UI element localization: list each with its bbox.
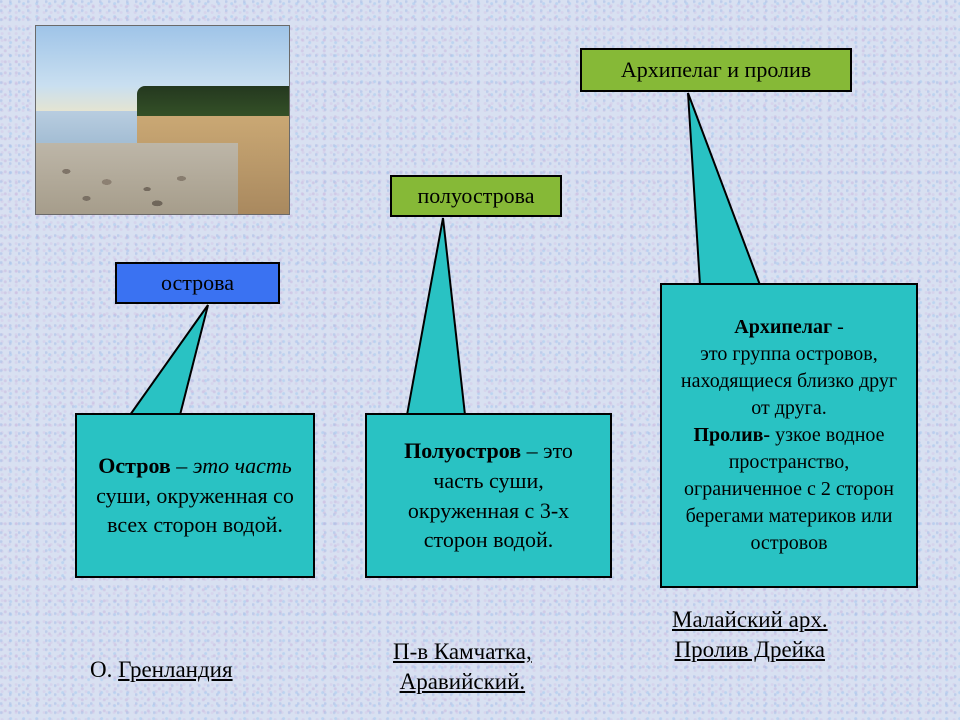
label-peninsulas: полуострова — [390, 175, 562, 217]
example-island: О. Гренландия — [90, 655, 233, 685]
label-archipelago-strait-text: Архипелаг и пролив — [621, 57, 811, 83]
callout-peninsula: Полуостров – это часть суши,окруженная с… — [365, 413, 612, 578]
label-islands: острова — [115, 262, 280, 304]
callout-island: Остров – это часть суши, окруженная со в… — [75, 413, 315, 578]
callout-archipelago: Архипелаг -это группа островов, находящи… — [660, 283, 918, 588]
callout-peninsula-text: Полуостров – это часть суши,окруженная с… — [377, 436, 600, 555]
landscape-photo — [35, 25, 290, 215]
label-archipelago-strait: Архипелаг и пролив — [580, 48, 852, 92]
example-peninsula: П-в Камчатка,Аравийский. — [393, 637, 532, 697]
label-peninsulas-text: полуострова — [418, 183, 535, 209]
label-islands-text: острова — [161, 270, 234, 296]
callout-island-text: Остров – это часть суши, окруженная со в… — [87, 451, 303, 540]
example-archipelago: Малайский арх.Пролив Дрейка — [672, 605, 828, 665]
callout-archipelago-text: Архипелаг -это группа островов, находящи… — [672, 314, 906, 557]
